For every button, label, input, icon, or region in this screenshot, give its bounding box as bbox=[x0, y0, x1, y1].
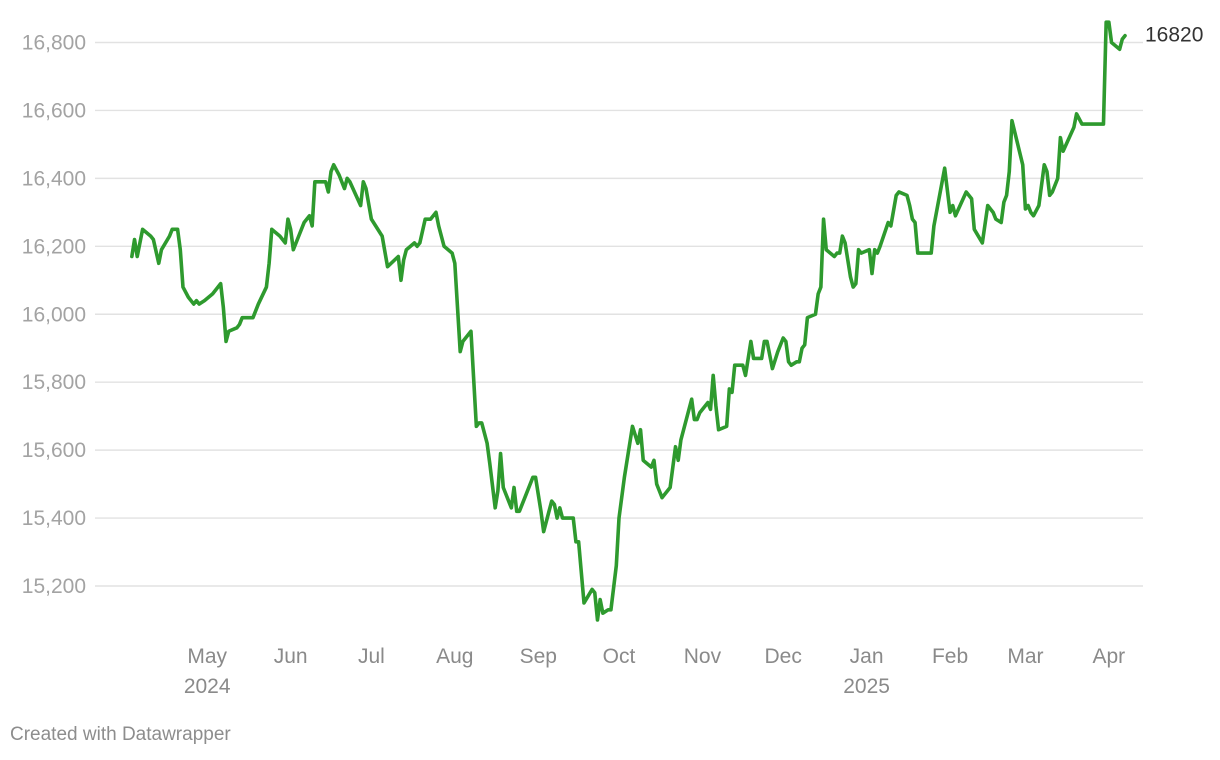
x-tick-label: Oct bbox=[603, 645, 636, 668]
x-tick-label: Nov bbox=[684, 645, 722, 668]
datawrapper-credit: Created with Datawrapper bbox=[10, 724, 231, 745]
y-tick-label: 15,400 bbox=[22, 507, 86, 530]
x-tick-label: Mar bbox=[1007, 645, 1043, 668]
x-tick-label: May bbox=[187, 645, 227, 668]
x-tick-label: Feb bbox=[932, 645, 968, 668]
x-tick-label: Sep bbox=[520, 645, 557, 668]
y-tick-label: 16,000 bbox=[22, 303, 86, 326]
x-tick-label: Dec bbox=[765, 645, 802, 668]
y-tick-label: 15,200 bbox=[22, 575, 86, 598]
series-layer bbox=[130, 20, 1127, 622]
x-tick-label: Aug bbox=[436, 645, 473, 668]
x-tick-year-label: 2024 bbox=[184, 675, 231, 698]
x-tick-label: Apr bbox=[1093, 645, 1126, 668]
y-tick-label: 15,800 bbox=[22, 371, 86, 394]
x-axis: May 2024 Jun Jul Aug Sep Oct Nov Dec Jan 2025 Feb Ma… bbox=[184, 645, 1125, 698]
x-tick-year-label: 2025 bbox=[843, 675, 890, 698]
y-tick-label: 16,400 bbox=[22, 167, 86, 190]
x-tick-label: Jul bbox=[358, 645, 385, 668]
y-tick-label: 16,600 bbox=[22, 99, 86, 122]
y-tick-label: 15,600 bbox=[22, 439, 86, 462]
y-axis: 15,200 15,400 15,600 15,800 16,000 16,200 16,4… bbox=[22, 32, 86, 599]
series-line bbox=[130, 20, 1127, 622]
y-tick-label: 16,200 bbox=[22, 235, 86, 258]
end-labels: 16820 bbox=[1145, 24, 1203, 47]
y-tick-label: 16,800 bbox=[22, 32, 86, 55]
end-value-label: 16820 bbox=[1145, 24, 1203, 47]
x-tick-label: Jun bbox=[274, 645, 308, 668]
x-tick-label: Jan bbox=[850, 645, 884, 668]
